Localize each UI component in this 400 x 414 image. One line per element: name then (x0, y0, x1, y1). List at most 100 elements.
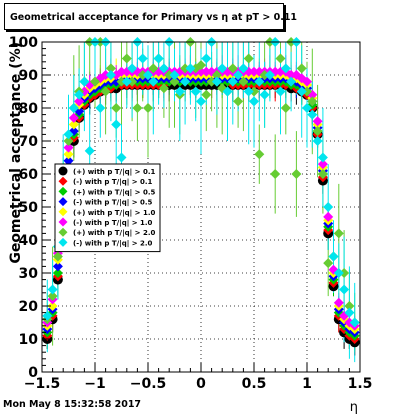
legend-marker (58, 207, 68, 217)
data-point (222, 86, 233, 97)
data-point (302, 103, 312, 113)
data-point (47, 284, 58, 295)
x-tick-label: 0.5 (242, 376, 267, 392)
data-point (153, 53, 164, 64)
data-point (317, 169, 328, 179)
data-point (254, 76, 265, 87)
data-point (233, 70, 244, 80)
legend-box (54, 163, 161, 253)
legend-label: (-) with p T/|q| > 2.0 (73, 239, 153, 248)
y-tick-label: 0 (28, 365, 38, 381)
data-point (185, 63, 196, 74)
y-tick-label: 30 (19, 266, 39, 282)
data-point (333, 268, 344, 278)
data-point (249, 96, 259, 107)
data-point (158, 63, 169, 74)
data-point (169, 76, 180, 87)
data-point (211, 70, 222, 80)
data-point (100, 70, 111, 80)
data-point (264, 70, 275, 80)
data-point (259, 70, 270, 80)
axis-ticks (41, 41, 361, 373)
data-point (47, 301, 58, 311)
x-axis-label: η (350, 400, 358, 414)
data-point (132, 103, 143, 113)
data-point (328, 251, 339, 262)
x-tick-label: −1.5 (24, 376, 61, 392)
data-point (333, 228, 344, 239)
y-tick-label: 40 (19, 233, 39, 249)
data-point (333, 297, 344, 308)
data-point (148, 76, 159, 87)
data-point (100, 86, 111, 97)
data-point (227, 63, 238, 74)
data-point (312, 136, 323, 146)
data-point (307, 96, 318, 107)
data-point (317, 152, 328, 163)
x-tick-label: 1 (302, 376, 312, 392)
data-point (270, 169, 281, 179)
data-point (180, 63, 191, 74)
y-tick-label: 50 (19, 200, 39, 216)
data-point (180, 76, 191, 87)
data-point (243, 86, 254, 97)
data-point (259, 89, 270, 100)
data-point (111, 103, 122, 113)
data-point (137, 53, 148, 64)
data-point (275, 86, 286, 97)
data-point (227, 76, 238, 87)
data-point (233, 96, 244, 107)
data-point (291, 169, 302, 179)
legend-label: (-) with p T/|q| > 0.5 (73, 199, 153, 208)
data-point (127, 63, 138, 74)
data-point (63, 136, 74, 146)
data-point (116, 66, 127, 77)
data-point (280, 63, 291, 74)
y-axis-label: Geometrical acceptance (%) (8, 42, 24, 264)
data-point (52, 251, 63, 262)
y-tick-label: 90 (19, 68, 39, 84)
data-point (190, 86, 201, 97)
data-point (52, 268, 63, 278)
data-point (323, 258, 334, 269)
x-tick-label: −1 (84, 376, 105, 392)
data-point (169, 70, 180, 80)
x-tick-label: 0 (196, 376, 206, 392)
data-point (148, 63, 159, 74)
y-tick-label: 20 (19, 299, 39, 315)
x-tick-label: −0.5 (130, 376, 167, 392)
data-point (79, 76, 90, 87)
data-point (317, 159, 328, 170)
data-point (68, 112, 79, 123)
data-point (275, 53, 286, 64)
timestamp-footer: Mon May 8 15:32:58 2017 (3, 399, 142, 410)
legend-label: (+) with p T/|q| > 2.0 (73, 229, 156, 238)
data-point (296, 86, 307, 97)
legend-marker (58, 176, 68, 186)
legend-marker (58, 227, 68, 237)
data-point (137, 70, 148, 80)
data-point (249, 86, 259, 97)
data-point (339, 284, 350, 295)
data-point (201, 53, 212, 64)
data-point (121, 76, 132, 87)
data-point (68, 103, 79, 113)
data-point (206, 76, 217, 87)
data-point (238, 63, 249, 74)
data-point (339, 268, 350, 278)
y-tick-label: 100 (9, 35, 38, 51)
data-point (323, 202, 334, 212)
data-point (47, 291, 58, 302)
data-point (344, 301, 355, 311)
data-point (74, 96, 85, 107)
data-point (243, 53, 254, 64)
data-point (42, 310, 53, 321)
data-point (63, 129, 74, 140)
data-point (95, 103, 106, 113)
data-point (158, 83, 169, 94)
data-point (63, 155, 74, 166)
data-point (143, 70, 153, 80)
data-point (196, 96, 206, 107)
legend-marker (58, 166, 68, 176)
